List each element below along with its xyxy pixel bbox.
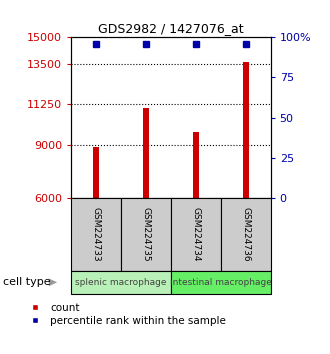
Bar <box>193 132 199 198</box>
Text: cell type: cell type <box>3 277 51 287</box>
Text: intestinal macrophage: intestinal macrophage <box>170 278 272 287</box>
Text: GSM224734: GSM224734 <box>191 207 200 262</box>
Title: GDS2982 / 1427076_at: GDS2982 / 1427076_at <box>98 22 244 35</box>
Legend: count, percentile rank within the sample: count, percentile rank within the sample <box>25 303 226 326</box>
Text: splenic macrophage: splenic macrophage <box>75 278 167 287</box>
Bar <box>93 147 99 198</box>
Text: GSM224736: GSM224736 <box>241 207 250 262</box>
Text: GSM224733: GSM224733 <box>91 207 100 262</box>
Text: GSM224735: GSM224735 <box>141 207 150 262</box>
Bar <box>243 62 248 198</box>
Bar <box>143 108 149 198</box>
